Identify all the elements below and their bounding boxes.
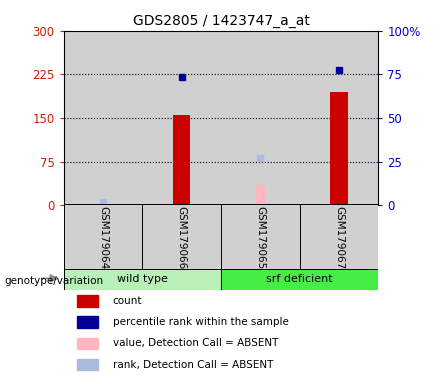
Bar xyxy=(173,115,191,205)
Text: value, Detection Call = ABSENT: value, Detection Call = ABSENT xyxy=(113,338,278,348)
Text: percentile rank within the sample: percentile rank within the sample xyxy=(113,317,289,327)
Text: GSM179065: GSM179065 xyxy=(256,205,265,269)
Bar xyxy=(256,185,265,205)
Bar xyxy=(221,31,300,205)
Bar xyxy=(77,316,98,328)
Bar xyxy=(143,31,221,205)
Bar xyxy=(64,269,221,290)
Bar xyxy=(330,92,348,205)
Bar xyxy=(64,31,143,205)
Text: wild type: wild type xyxy=(117,274,168,285)
Text: rank, Detection Call = ABSENT: rank, Detection Call = ABSENT xyxy=(113,359,273,369)
Text: GSM179064: GSM179064 xyxy=(98,205,108,269)
Title: GDS2805 / 1423747_a_at: GDS2805 / 1423747_a_at xyxy=(133,14,309,28)
Bar xyxy=(77,338,98,349)
Text: count: count xyxy=(113,296,142,306)
Text: GSM179066: GSM179066 xyxy=(177,205,187,269)
Bar xyxy=(64,204,143,271)
Bar xyxy=(300,204,378,271)
Text: GSM179067: GSM179067 xyxy=(334,205,344,269)
Bar xyxy=(77,295,98,307)
Bar xyxy=(143,204,221,271)
Bar xyxy=(221,204,300,271)
Bar xyxy=(300,31,378,205)
Bar xyxy=(221,269,378,290)
Text: genotype/variation: genotype/variation xyxy=(4,276,103,286)
Text: srf deficient: srf deficient xyxy=(267,274,333,285)
Bar xyxy=(77,359,98,371)
